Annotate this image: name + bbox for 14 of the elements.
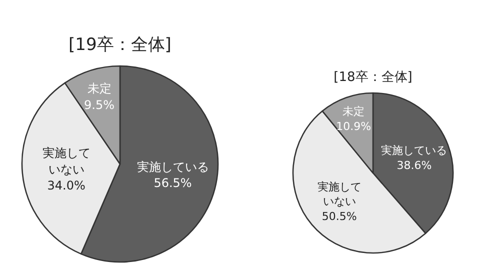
chart-title: [19卒：全体] — [68, 35, 172, 55]
slice-label: 未定 — [87, 82, 112, 96]
data-label: 34.0% — [47, 178, 86, 192]
data-label: 50.5% — [322, 210, 357, 224]
data-label: 10.9% — [336, 120, 372, 134]
slice-label: 実施していない — [42, 146, 90, 176]
data-label: 9.5% — [84, 98, 115, 112]
data-label: 56.5% — [154, 176, 192, 190]
slice-label: 実施している — [381, 144, 448, 157]
chart-title: [18卒：全体] — [334, 70, 412, 85]
slice-label: 未定 — [342, 105, 365, 118]
slice-label: 実施していない — [317, 180, 362, 208]
data-label: 38.6% — [396, 158, 432, 172]
slice-label: 実施している — [136, 160, 209, 174]
